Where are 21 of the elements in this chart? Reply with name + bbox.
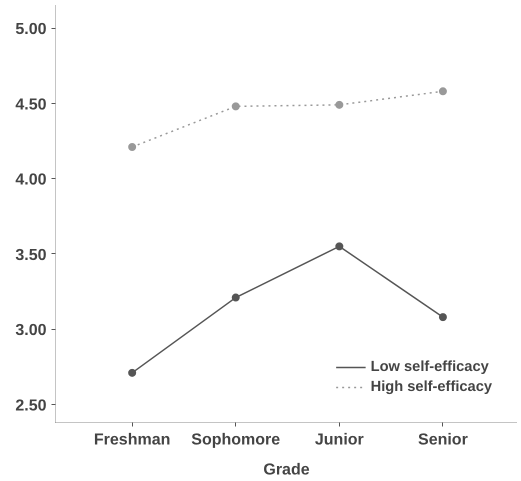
point bbox=[232, 294, 240, 302]
point bbox=[128, 143, 136, 151]
legend-label: Low self-efficacy bbox=[370, 359, 489, 375]
y-tick-label: 4.50 bbox=[15, 96, 47, 114]
y-tick-label: 2.50 bbox=[15, 397, 47, 414]
legend-label: High self-efficacy bbox=[370, 379, 492, 395]
y-tick-label: 5.00 bbox=[15, 21, 47, 38]
y-tick-label: 3.50 bbox=[15, 246, 47, 264]
y-tick-label: 4.00 bbox=[15, 172, 47, 189]
point bbox=[335, 100, 344, 109]
x-axis-title: Grade bbox=[263, 462, 310, 478]
point bbox=[438, 313, 447, 322]
point bbox=[438, 87, 447, 96]
y-tick-label: 3.00 bbox=[15, 322, 47, 340]
x-tick-label: Freshman bbox=[94, 432, 170, 448]
point bbox=[128, 368, 136, 377]
x-tick-label: Senior bbox=[418, 432, 468, 448]
x-tick-label: Junior bbox=[314, 432, 364, 448]
x-tick-label: Sophomore bbox=[191, 432, 280, 448]
point bbox=[232, 102, 240, 110]
point bbox=[335, 242, 344, 250]
